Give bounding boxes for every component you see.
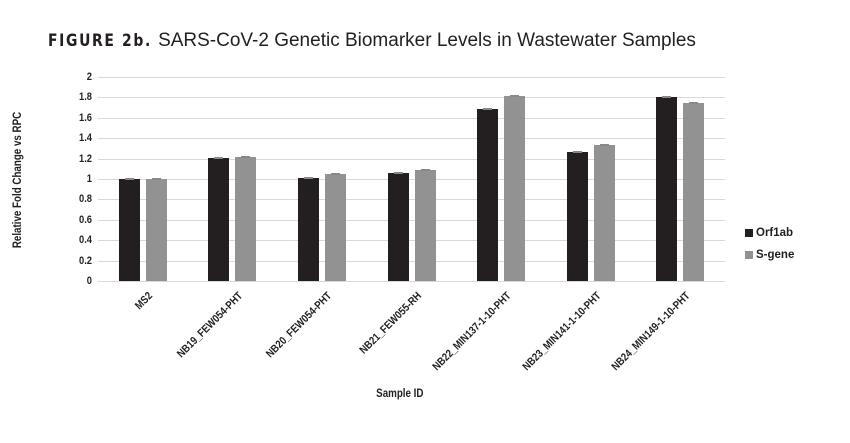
y-tick-label: 0.8 — [78, 193, 92, 206]
gridline — [98, 179, 725, 180]
error-bar — [420, 168, 430, 171]
y-tick-label: 0.2 — [78, 254, 92, 267]
bar-s-gene — [593, 144, 615, 281]
error-bar — [330, 172, 340, 175]
gridline — [98, 97, 725, 99]
error-bar — [241, 155, 251, 158]
x-tick-label: NB24_MIN149-1-10-PHT — [609, 290, 693, 374]
bar-s-gene — [235, 155, 257, 281]
error-bar — [689, 101, 699, 104]
error-bar — [572, 151, 582, 154]
bar-s-gene — [504, 95, 526, 281]
bar-orf1ab — [118, 178, 140, 281]
error-bar — [151, 178, 161, 180]
gridline — [98, 240, 725, 242]
x-tick-label: MS2 — [133, 290, 156, 313]
bar-orf1ab — [566, 151, 588, 281]
y-tick-label: 0 — [86, 275, 92, 287]
error-bar — [124, 178, 134, 180]
error-bar — [214, 156, 224, 159]
gridline — [98, 138, 725, 140]
legend-swatch-icon — [745, 251, 753, 259]
bar-s-gene — [683, 101, 705, 281]
y-axis-label: Relative Fold Change vs RPC — [12, 111, 24, 249]
gridline — [98, 260, 725, 262]
y-tick-label: 1.6 — [78, 111, 92, 124]
gridline — [98, 219, 725, 221]
bar-orf1ab — [208, 156, 230, 281]
x-axis-title: Sample ID — [376, 388, 424, 400]
gridline — [98, 158, 725, 160]
bar-s-gene — [145, 178, 167, 281]
bar-s-gene — [414, 168, 436, 281]
legend-item-s-gene: S-gene — [745, 244, 794, 266]
x-tick-label: NB19_FEW054-PHT — [174, 290, 245, 361]
legend: Orf1ab S-gene — [745, 222, 794, 266]
y-tick-label: 2 — [86, 71, 92, 83]
legend-item-orf1ab: Orf1ab — [745, 222, 794, 244]
error-bar — [510, 95, 520, 98]
y-tick-label: 1.2 — [78, 152, 92, 165]
y-tick-label: 1.4 — [78, 132, 92, 145]
error-bar — [483, 107, 493, 110]
legend-swatch-icon — [745, 229, 753, 237]
gridline — [98, 117, 725, 119]
bar-orf1ab — [297, 176, 319, 281]
figure-label: FIGURE 2b. — [48, 31, 152, 51]
gridline — [98, 199, 725, 201]
bar-orf1ab — [477, 107, 499, 281]
error-bar — [599, 144, 609, 147]
y-tick-label: 0.4 — [78, 234, 92, 247]
bar-orf1ab — [656, 96, 678, 281]
x-tick-label: NB22_MIN137-1-10-PHT — [430, 290, 514, 374]
y-tick-label: 0.6 — [78, 213, 92, 226]
bar-orf1ab — [387, 171, 409, 281]
figure-title-text: SARS-CoV-2 Genetic Biomarker Levels in W… — [158, 30, 696, 51]
figure-title: FIGURE 2b. SARS-CoV-2 Genetic Biomarker … — [48, 30, 696, 52]
gridline — [98, 281, 725, 282]
y-tick-label: 1.8 — [78, 91, 92, 104]
plot-area: 0 0.2 0.4 0.6 0.8 1 1.2 1.4 1.6 1.8 2 — [79, 71, 725, 287]
x-tick-label: NB21_FEW055-RH — [357, 290, 424, 357]
x-tick-label: NB20_FEW054-PHT — [264, 290, 335, 361]
y-tick-label: 1 — [86, 173, 92, 185]
gridline — [98, 77, 725, 78]
error-bar — [393, 171, 403, 174]
x-tick-label: NB23_MIN141-1-10-PHT — [520, 290, 604, 374]
bar-s-gene — [324, 172, 346, 281]
error-bar — [303, 176, 313, 179]
error-bar — [662, 96, 672, 99]
